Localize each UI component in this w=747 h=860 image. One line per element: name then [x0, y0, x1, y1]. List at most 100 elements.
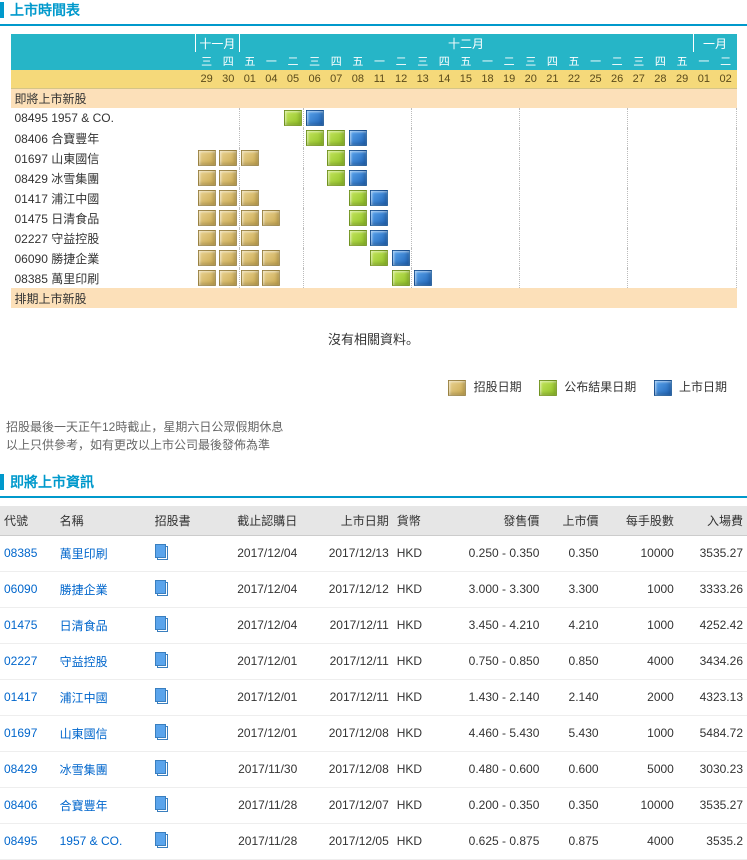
timeline-cell: [390, 228, 412, 248]
timeline-cell: [498, 228, 520, 248]
cell-doc[interactable]: [151, 715, 210, 751]
timeline-cell: [693, 208, 715, 228]
timeline-cell: [498, 268, 520, 288]
cell-listprice: 4.210: [543, 607, 602, 643]
timeline-cell: [239, 188, 261, 208]
cell-doc[interactable]: [151, 751, 210, 787]
cell-name[interactable]: 守益控股: [56, 643, 151, 679]
offer-box: [262, 270, 280, 286]
cell-end: 2017/12/01: [210, 679, 301, 715]
timeline-cell: [628, 248, 650, 268]
cell-entry: 3434.26: [678, 643, 747, 679]
date-cell: 26: [606, 70, 628, 88]
timeline-cell: [217, 248, 239, 268]
cell-code[interactable]: 01697: [0, 715, 56, 751]
legend-list-label: 上市日期: [679, 380, 727, 394]
timeline-cell: [369, 128, 391, 148]
cell-curr: HKD: [393, 823, 438, 859]
timeline-cell: [261, 128, 283, 148]
cell-doc[interactable]: [151, 571, 210, 607]
cell-price: 0.480 - 0.600: [438, 751, 544, 787]
timeline-cell: [715, 128, 737, 148]
timeline-cell: [693, 108, 715, 128]
info-title: 即將上市資訊: [0, 474, 94, 490]
timeline-cell: [520, 248, 542, 268]
date-cell: 15: [455, 70, 477, 88]
timeline-cell: [520, 268, 542, 288]
cell-name[interactable]: 萬里印刷: [56, 535, 151, 571]
cell-doc[interactable]: [151, 823, 210, 859]
cell-doc[interactable]: [151, 643, 210, 679]
cell-name[interactable]: 山東國信: [56, 715, 151, 751]
timeline-cell: [347, 268, 369, 288]
cell-code[interactable]: 08429: [0, 751, 56, 787]
stock-label[interactable]: 01697 山東國信: [11, 148, 196, 168]
cell-code[interactable]: 06090: [0, 571, 56, 607]
weekday-cell: 四: [434, 52, 456, 70]
timeline-cell: [693, 268, 715, 288]
stock-label[interactable]: 08495 1957 & CO.: [11, 108, 196, 128]
document-icon: [155, 580, 169, 596]
stock-label[interactable]: 08406 合寶豐年: [11, 128, 196, 148]
timeline-cell: [261, 148, 283, 168]
stock-label[interactable]: 08385 萬里印刷: [11, 268, 196, 288]
timeline-cell: [650, 148, 672, 168]
cell-name[interactable]: 1957 & CO.: [56, 823, 151, 859]
cell-listdate: 2017/12/05: [301, 823, 392, 859]
cell-listdate: 2017/12/12: [301, 571, 392, 607]
timeline-cell: [628, 228, 650, 248]
cell-name[interactable]: 浦江中國: [56, 679, 151, 715]
date-cell: 29: [196, 70, 218, 88]
group-label: 排期上市新股: [11, 288, 737, 308]
timeline-cell: [715, 168, 737, 188]
timeline-cell: [325, 148, 347, 168]
stock-label[interactable]: 02227 守益控股: [11, 228, 196, 248]
cell-entry: 4323.13: [678, 679, 747, 715]
cell-code[interactable]: 02227: [0, 643, 56, 679]
col-listprice: 上市價: [543, 506, 602, 536]
cell-doc[interactable]: [151, 679, 210, 715]
weekday-cell: 三: [628, 52, 650, 70]
weekday-cell: 一: [585, 52, 607, 70]
timeline-cell: [563, 128, 585, 148]
timeline-cell: [542, 248, 564, 268]
cell-listprice: 3.300: [543, 571, 602, 607]
cell-doc[interactable]: [151, 787, 210, 823]
cell-name[interactable]: 冰雪集團: [56, 751, 151, 787]
timeline-cell: [217, 188, 239, 208]
cell-code[interactable]: 01475: [0, 607, 56, 643]
cell-doc[interactable]: [151, 535, 210, 571]
cell-name[interactable]: 日清食品: [56, 607, 151, 643]
cell-code[interactable]: 08495: [0, 823, 56, 859]
cell-code[interactable]: 01417: [0, 679, 56, 715]
stock-label[interactable]: 01417 浦江中國: [11, 188, 196, 208]
cell-listprice: 2.140: [543, 679, 602, 715]
timeline-cell: [390, 248, 412, 268]
weekday-cell: 三: [196, 52, 218, 70]
col-curr: 貨幣: [393, 506, 438, 536]
cell-listdate: 2017/12/13: [301, 535, 392, 571]
stock-label[interactable]: 08429 冰雪集團: [11, 168, 196, 188]
cell-name[interactable]: 勝捷企業: [56, 571, 151, 607]
timeline-cell: [434, 228, 456, 248]
stock-label[interactable]: 06090 勝捷企業: [11, 248, 196, 268]
timeline-cell: [217, 228, 239, 248]
info-header: 即將上市資訊: [0, 472, 747, 498]
timeline-cell: [477, 148, 499, 168]
cell-listdate: 2017/12/07: [301, 787, 392, 823]
offer-box: [219, 210, 237, 226]
timeline-cell: [304, 208, 326, 228]
timeline-cell: [347, 128, 369, 148]
timeline-cell: [715, 248, 737, 268]
stock-label[interactable]: 01475 日清食品: [11, 208, 196, 228]
offer-box: [219, 150, 237, 166]
cell-code[interactable]: 08385: [0, 535, 56, 571]
cell-name[interactable]: 合寶豐年: [56, 787, 151, 823]
cell-doc[interactable]: [151, 607, 210, 643]
weekday-cell: 二: [390, 52, 412, 70]
timeline-cell: [542, 228, 564, 248]
date-cell: 25: [585, 70, 607, 88]
date-cell: 28: [650, 70, 672, 88]
cell-code[interactable]: 08406: [0, 787, 56, 823]
note-line-2: 以上只供參考，如有更改以上市公司最後發佈為準: [6, 436, 747, 454]
